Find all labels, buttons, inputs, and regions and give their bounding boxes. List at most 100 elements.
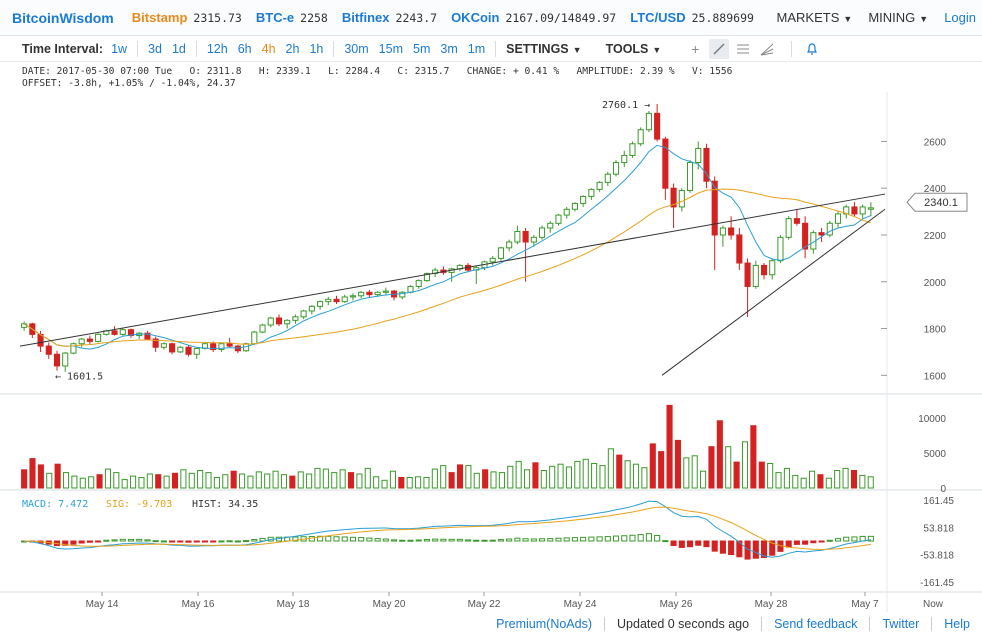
volume-bar xyxy=(624,460,631,489)
interval-1d[interactable]: 1d xyxy=(171,41,186,56)
volume-bar xyxy=(549,465,556,489)
macd-hist-bar xyxy=(251,538,258,542)
candle-body xyxy=(251,331,258,345)
volume-bar xyxy=(88,476,95,489)
interval-2h[interactable]: 2h xyxy=(285,41,300,56)
volume-bar xyxy=(809,470,816,489)
help-link[interactable]: Help xyxy=(944,616,970,631)
market-bitstamp[interactable]: Bitstamp 2315.73 xyxy=(132,10,242,25)
twitter-link[interactable]: Twitter xyxy=(882,616,920,631)
market-bitfinex[interactable]: Bitfinex 2243.7 xyxy=(342,10,437,25)
interval-30m[interactable]: 30m xyxy=(344,41,369,56)
macd-hist-bar xyxy=(185,540,192,543)
tools-dropdown[interactable]: TOOLS ▼ xyxy=(606,42,662,56)
candle-body xyxy=(588,188,595,197)
line-tool-icon[interactable] xyxy=(709,38,730,59)
volume-bar xyxy=(842,467,849,489)
candle-body xyxy=(160,343,167,348)
candle-body xyxy=(407,285,414,293)
volume-bars xyxy=(21,404,874,489)
candle-body xyxy=(563,208,570,216)
interval-4h[interactable]: 4h xyxy=(261,41,276,56)
macd-hist-bar xyxy=(719,540,726,554)
candle-body xyxy=(415,280,422,287)
low-marker: ← 1601.5 xyxy=(55,371,103,382)
volume-bar xyxy=(205,472,212,489)
interval-6h[interactable]: 6h xyxy=(237,41,252,56)
macd-hist-bar xyxy=(612,535,620,542)
interval-1w[interactable]: 1w xyxy=(111,41,128,56)
price-tick-label: 2200 xyxy=(924,231,947,242)
trend-line-lower xyxy=(661,208,886,376)
settings-label: SETTINGS xyxy=(506,41,569,56)
macd-hist-bar xyxy=(867,535,874,542)
candle-body xyxy=(686,161,694,192)
market-ltcusd[interactable]: LTC/USD 25.889699 xyxy=(630,10,754,25)
candle-body xyxy=(645,112,652,131)
x-axis-label: May 24 xyxy=(564,599,597,610)
volume-bar xyxy=(180,469,187,489)
fib-lines-icon[interactable] xyxy=(733,39,753,59)
divider xyxy=(195,40,197,57)
macd-hist-bar xyxy=(793,540,800,545)
interval-5m[interactable]: 5m xyxy=(413,41,431,56)
alert-bell-icon[interactable] xyxy=(802,39,822,59)
volume-bar xyxy=(666,404,673,489)
candle-body xyxy=(111,330,118,335)
price-tag-box xyxy=(906,192,968,212)
macd-hist-bar xyxy=(152,540,159,543)
volume-bar xyxy=(314,467,321,489)
volume-bar xyxy=(255,471,262,489)
mining-menu[interactable]: MINING ▼ xyxy=(868,10,928,25)
price-chart[interactable]: 2600 2400 2200 2000 1800 1600 10000 5000 0161.45… xyxy=(0,92,982,612)
market-okcoin[interactable]: OKCoin 2167.09/14849.97 xyxy=(451,10,616,25)
volume-bar xyxy=(21,469,28,489)
interval-1m[interactable]: 1m xyxy=(467,41,486,56)
macd-hist-bar xyxy=(571,537,578,542)
macd-hist-bar xyxy=(588,536,595,542)
fast-ma-line xyxy=(23,144,872,350)
macd-hist-bar xyxy=(218,540,225,543)
candle-body xyxy=(629,143,636,156)
chevron-down-icon: ▼ xyxy=(919,14,929,24)
settings-dropdown[interactable]: SETTINGS ▼ xyxy=(506,42,581,56)
volume-bar xyxy=(834,470,841,489)
markets-menu[interactable]: MARKETS ▼ xyxy=(777,10,853,25)
interval-15m[interactable]: 15m xyxy=(378,41,403,56)
candle-body xyxy=(45,345,52,355)
candle-body xyxy=(711,180,718,236)
interval-1h[interactable]: 1h xyxy=(309,41,324,56)
send-feedback-link[interactable]: Send feedback xyxy=(774,616,858,631)
volume-bar xyxy=(440,465,447,489)
volume-bar xyxy=(415,476,422,489)
interval-3m[interactable]: 3m xyxy=(440,41,458,56)
volume-bar xyxy=(347,472,355,489)
interval-3d[interactable]: 3d xyxy=(148,41,162,56)
macd-hist-bar xyxy=(826,539,833,542)
login-link[interactable]: Login xyxy=(944,10,976,25)
market-btce[interactable]: BTC-e 2258 xyxy=(256,10,328,25)
brand-logo[interactable]: BitcoinWisdom xyxy=(12,9,114,26)
volume-bar xyxy=(188,472,195,489)
fan-tool-icon[interactable] xyxy=(757,39,777,59)
crosshair-icon[interactable]: + xyxy=(691,40,700,57)
macd-hist-bar xyxy=(752,540,759,559)
macd-hist-bar xyxy=(522,538,529,542)
premium-link[interactable]: Premium(NoAds) xyxy=(496,616,593,631)
interval-12h[interactable]: 12h xyxy=(206,41,228,56)
candle-body xyxy=(596,181,603,190)
volume-bar xyxy=(373,476,380,489)
candle-body xyxy=(637,129,644,145)
macd-hist-bar xyxy=(489,539,496,542)
candle-body xyxy=(703,147,710,182)
macd-hist-bar xyxy=(415,539,422,542)
macd-hist-bar xyxy=(580,536,587,542)
volume-bar xyxy=(599,465,606,489)
volume-bar xyxy=(674,439,681,489)
signal-value-label: SIG: -9.703 xyxy=(106,499,172,510)
divider xyxy=(931,616,933,631)
volume-bar xyxy=(104,468,111,489)
macd-hist-bar xyxy=(538,538,546,542)
volume-bar xyxy=(163,475,170,489)
macd-hist-bar xyxy=(555,537,562,542)
